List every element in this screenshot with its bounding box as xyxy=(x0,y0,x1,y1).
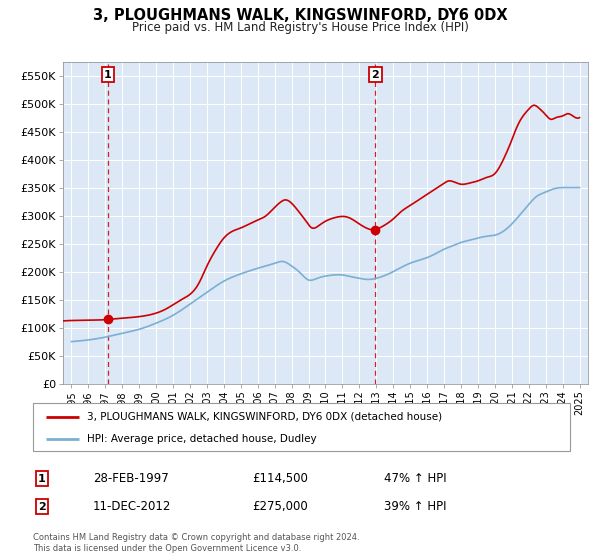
FancyBboxPatch shape xyxy=(33,403,570,451)
Text: 2: 2 xyxy=(38,502,46,512)
Text: 1: 1 xyxy=(38,474,46,484)
Text: £275,000: £275,000 xyxy=(252,500,308,514)
Text: Price paid vs. HM Land Registry's House Price Index (HPI): Price paid vs. HM Land Registry's House … xyxy=(131,21,469,34)
Text: 11-DEC-2012: 11-DEC-2012 xyxy=(93,500,172,514)
Text: HPI: Average price, detached house, Dudley: HPI: Average price, detached house, Dudl… xyxy=(87,434,316,444)
Text: £114,500: £114,500 xyxy=(252,472,308,486)
Text: 39% ↑ HPI: 39% ↑ HPI xyxy=(384,500,446,514)
Text: 47% ↑ HPI: 47% ↑ HPI xyxy=(384,472,446,486)
Text: 28-FEB-1997: 28-FEB-1997 xyxy=(93,472,169,486)
Text: 1: 1 xyxy=(104,69,112,80)
Text: 3, PLOUGHMANS WALK, KINGSWINFORD, DY6 0DX: 3, PLOUGHMANS WALK, KINGSWINFORD, DY6 0D… xyxy=(92,8,508,24)
Text: Contains HM Land Registry data © Crown copyright and database right 2024.: Contains HM Land Registry data © Crown c… xyxy=(33,533,359,542)
Text: This data is licensed under the Open Government Licence v3.0.: This data is licensed under the Open Gov… xyxy=(33,544,301,553)
Text: 2: 2 xyxy=(371,69,379,80)
Text: 3, PLOUGHMANS WALK, KINGSWINFORD, DY6 0DX (detached house): 3, PLOUGHMANS WALK, KINGSWINFORD, DY6 0D… xyxy=(87,412,442,422)
